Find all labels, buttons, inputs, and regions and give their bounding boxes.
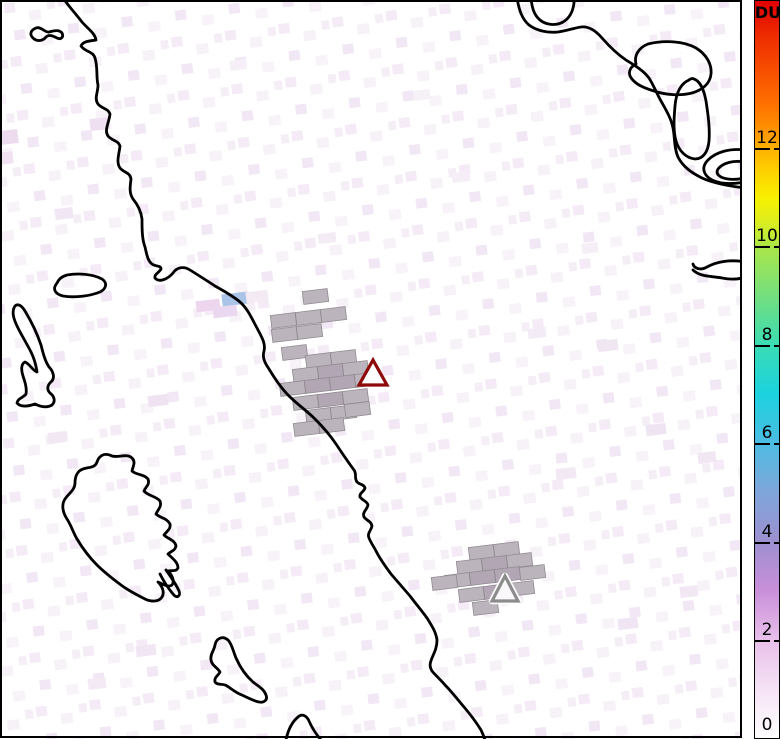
colorbar-tick-label-4: 4: [761, 521, 773, 542]
swath-pixel: [269, 312, 298, 329]
colorbar-tick-line: [755, 246, 770, 249]
swath-pixel: [294, 309, 323, 326]
faint-swath-pixel: [54, 206, 74, 221]
colorbar-tick-line: [755, 344, 770, 347]
colorbar-tick-line: [774, 147, 779, 150]
faint-swath-pixel: [89, 116, 111, 132]
swath-pixel: [430, 574, 459, 591]
island-northeast-1: [628, 40, 713, 97]
colorbar-tick-line: [774, 640, 779, 643]
faint-swath-pixel: [229, 59, 247, 71]
coastline-right-edge-upper: [702, 148, 742, 186]
swath-pixel: [303, 377, 332, 394]
swath-pixel: [292, 420, 321, 437]
colorbar-tick-label-12: 12: [756, 127, 778, 148]
faint-swath-pixel: [451, 170, 471, 184]
faint-swath-pixel: [413, 89, 431, 101]
swath-pixel: [280, 344, 309, 361]
faint-swath-pixel: [581, 242, 599, 254]
inlet-island-southwest: [158, 568, 181, 598]
coastlines: [11, 0, 742, 739]
swath-pixel: [319, 306, 348, 323]
map-canvas: [0, 0, 742, 739]
colorbar-tick-line: [774, 443, 779, 446]
faint-swath-pixel: [135, 643, 157, 658]
swath-pixel: [301, 288, 330, 305]
map-area: [0, 0, 742, 739]
coastline-bottom-bump: [284, 713, 322, 739]
island-teardrop-south: [209, 636, 268, 704]
faint-swath-pixel: [555, 466, 577, 481]
faint-swath-pixel: [245, 289, 269, 304]
swath-pixel: [518, 564, 547, 581]
faint-swath-pixel: [317, 231, 337, 245]
swath-pixel: [316, 391, 345, 408]
colorbar-tick-label-10: 10: [756, 226, 778, 247]
coastline-mainland: [62, 0, 487, 739]
faint-swath-pixel: [0, 151, 14, 165]
faint-swath-pixel: [87, 676, 107, 691]
faint-swath-pixel: [0, 128, 19, 146]
colorbar-unit-label: DU: [754, 3, 781, 22]
colorbar-tick-line: [755, 640, 770, 643]
swath-pixel: [295, 323, 324, 340]
colorbar-tick-label-0: 0: [761, 715, 773, 735]
swath-pixel: [468, 569, 497, 586]
volcano-marker-north: [356, 356, 390, 387]
swath-pixel-clusters: [269, 288, 547, 616]
colorbar: 12 10 8 6 4 2 0 DU: [754, 0, 781, 739]
volcano-markers: [356, 356, 522, 605]
colorbar-tick-line: [755, 443, 770, 446]
swath-pixel: [505, 552, 534, 569]
swath-pixel: [328, 374, 357, 391]
faint-swath-pixel: [527, 326, 547, 340]
colorbar-tick-line: [755, 147, 770, 150]
coastline-northeast-outer: [515, 0, 742, 190]
faint-swath-pixels: [0, 59, 717, 691]
island-horizontal-west: [53, 272, 107, 299]
island-long-narrow-west: [11, 303, 56, 409]
islet-top-left: [29, 26, 65, 42]
volcano-marker-south: [489, 572, 521, 603]
colorbar-tick-line: [774, 541, 779, 544]
channel-right-edge-wavy-lower: [691, 268, 742, 281]
faint-swath-pixel: [617, 616, 639, 631]
faint-swath-pixel: [697, 450, 717, 465]
swath-pixel: [270, 326, 299, 343]
faint-swath-pixel: [212, 304, 238, 319]
swath-pixel: [343, 401, 372, 418]
channel-right-edge-wavy-upper: [691, 259, 742, 271]
coastline-northeast-loop-inner: [529, 0, 576, 26]
island-northeast-2: [672, 77, 711, 161]
faint-swath-pixel: [47, 430, 67, 445]
plume-cluster-north: [269, 288, 382, 437]
faint-swath-pixel: [597, 338, 619, 353]
colorbar-tick-label-8: 8: [761, 324, 773, 345]
plume-cluster-south: [430, 541, 547, 616]
colorbar-tick-label-6: 6: [761, 423, 773, 444]
map-frame: [0, 0, 742, 738]
faint-swath-pixel: [645, 422, 667, 437]
faint-swath-pixel: [679, 584, 699, 599]
colorbar-tick-label-2: 2: [761, 620, 773, 641]
colorbar-tick-line: [774, 246, 779, 249]
faint-swath-pixel: [147, 393, 169, 408]
swath-pixel: [457, 586, 486, 603]
colorbar-tick-line: [774, 344, 779, 347]
colorbar-tick-line: [755, 541, 770, 544]
colorbar-gradient: [755, 1, 779, 738]
coastline-right-edge-inner: [715, 160, 742, 181]
